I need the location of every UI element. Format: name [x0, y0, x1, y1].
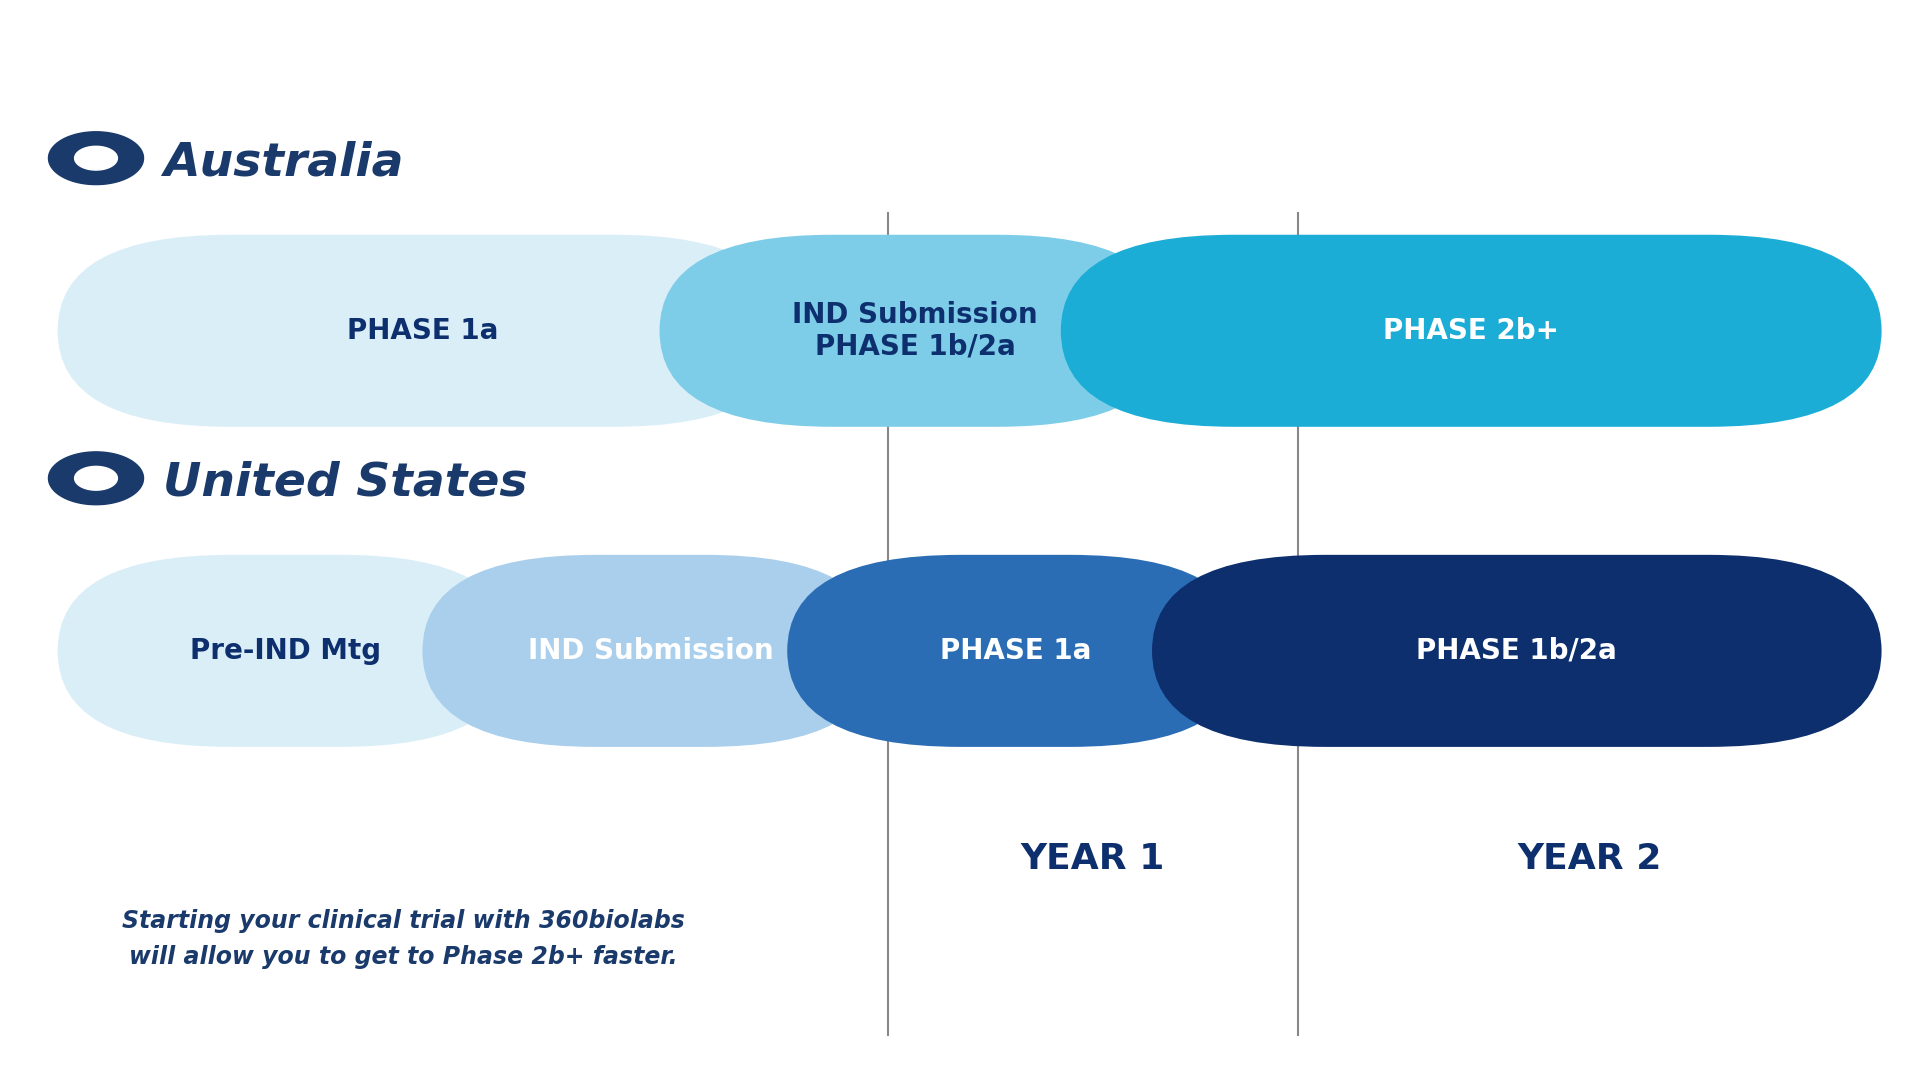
Text: YEAR 1: YEAR 1 [1021, 842, 1165, 876]
Text: PHASE 2b+: PHASE 2b+ [1382, 317, 1559, 345]
Text: PHASE 1b/2a: PHASE 1b/2a [1417, 637, 1617, 665]
FancyBboxPatch shape [660, 235, 1171, 427]
Polygon shape [1480, 944, 1699, 1014]
Text: YEAR 2: YEAR 2 [1517, 842, 1663, 876]
Polygon shape [67, 166, 125, 182]
Text: PHASE 1a: PHASE 1a [348, 317, 497, 345]
FancyBboxPatch shape [787, 555, 1242, 747]
FancyBboxPatch shape [1060, 235, 1882, 427]
FancyBboxPatch shape [1152, 555, 1882, 747]
Polygon shape [48, 132, 144, 185]
FancyBboxPatch shape [906, 779, 1279, 944]
Polygon shape [1018, 944, 1167, 1014]
Text: Australia: Australia [163, 141, 403, 186]
Text: IND Submission
PHASE 1b/2a: IND Submission PHASE 1b/2a [793, 301, 1037, 361]
Text: IND Submission: IND Submission [528, 637, 774, 665]
Text: Pre-IND Mtg: Pre-IND Mtg [190, 637, 382, 665]
FancyBboxPatch shape [58, 555, 513, 747]
FancyBboxPatch shape [1317, 779, 1862, 944]
FancyBboxPatch shape [58, 235, 787, 427]
Polygon shape [48, 452, 144, 505]
FancyBboxPatch shape [422, 555, 879, 747]
Text: PHASE 1a: PHASE 1a [939, 637, 1091, 665]
Text: United States: United States [163, 461, 528, 506]
Polygon shape [75, 466, 117, 490]
Polygon shape [67, 487, 125, 503]
Polygon shape [75, 146, 117, 170]
Text: Starting your clinical trial with 360biolabs
will allow you to get to Phase 2b+ : Starting your clinical trial with 360bio… [121, 909, 685, 969]
